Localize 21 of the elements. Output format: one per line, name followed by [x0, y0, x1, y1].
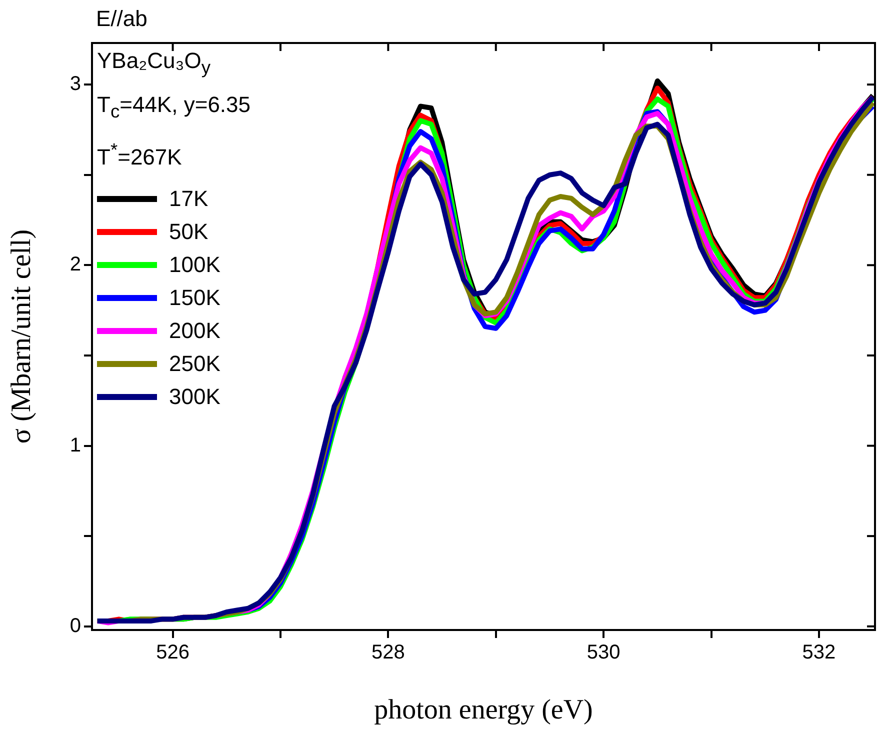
legend-label: 50K	[169, 218, 208, 245]
legend-label: 100K	[169, 252, 220, 278]
y-tick-label: 1	[70, 434, 81, 456]
x-tick-label: 526	[156, 642, 190, 664]
x-axis-title: photon energy (eV)	[374, 694, 593, 726]
x-tick-label: 532	[802, 642, 836, 664]
y-tick-label: 0	[70, 614, 81, 637]
annotation: T$_{c}$=44K, y=6.35	[97, 92, 251, 124]
x-tick-label: 528	[371, 642, 405, 664]
y-axis-title: σ (Mbarn/unit cell)	[6, 229, 38, 444]
annotation: YBa₂Cu₃O$_{y}$	[97, 48, 212, 80]
legend-label: 250K	[169, 350, 220, 377]
chart-title: E//ab	[96, 6, 148, 32]
y-tick-label: 3	[70, 73, 81, 96]
legend-label: 17K	[169, 186, 208, 212]
annotation: T$^{*}$=267K	[97, 138, 183, 170]
legend-label: 150K	[169, 284, 220, 311]
legend-label: 300K	[169, 384, 220, 410]
y-tick-label: 2	[70, 254, 81, 276]
legend-label: 200K	[169, 318, 220, 344]
x-tick-label: 530	[586, 642, 620, 664]
